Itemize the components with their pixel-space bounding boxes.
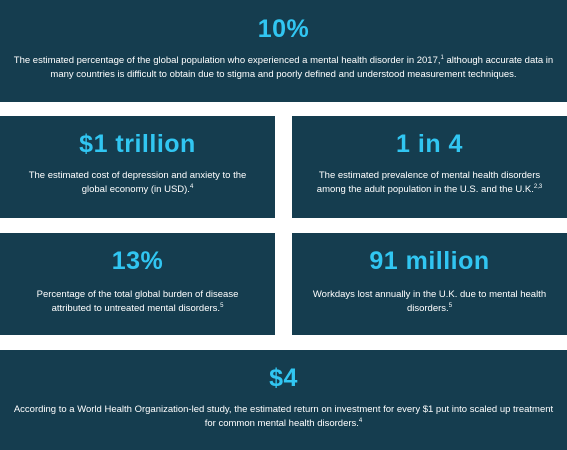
stat-card-return-on-investment: $4 According to a World Health Organizat… (0, 350, 567, 450)
stat-description-text: The estimated percentage of the global p… (13, 55, 441, 66)
footnote-ref: 5 (220, 303, 224, 309)
stat-card-global-prevalence: 10% The estimated percentage of the glob… (0, 0, 567, 102)
stat-description-text: The estimated cost of depression and anx… (28, 170, 247, 195)
stat-description: Workdays lost annually in the U.K. due t… (305, 288, 555, 316)
stat-description-text-continued: although accurate data in many countries… (50, 55, 554, 80)
stat-description-text: Percentage of the total global burden of… (36, 289, 239, 314)
footnote-ref: 4 (358, 418, 363, 424)
stat-value: 91 million (369, 247, 490, 275)
stat-value: $4 (269, 364, 298, 392)
stat-value: 1 in 4 (396, 130, 463, 158)
stat-description: The estimated prevalence of mental healt… (305, 169, 555, 197)
stat-description: The estimated percentage of the global p… (14, 54, 554, 82)
stat-value: 13% (111, 247, 164, 275)
stat-description: The estimated cost of depression and anx… (18, 169, 258, 197)
stat-description: Percentage of the total global burden of… (18, 288, 258, 316)
stat-card-adult-prevalence: 1 in 4 The estimated prevalence of menta… (292, 116, 567, 218)
stat-description-text: Workdays lost annually in the U.K. due t… (312, 289, 547, 314)
footnote-ref: 4 (189, 184, 194, 190)
stat-card-workdays-lost: 91 million Workdays lost annually in the… (292, 233, 567, 335)
footnote-ref: 2,3 (533, 184, 543, 190)
stat-card-economic-cost: $1 trillion The estimated cost of depres… (0, 116, 275, 218)
stat-value: $1 trillion (79, 130, 196, 158)
stat-description-text: According to a World Health Organization… (13, 404, 554, 429)
footnote-ref: 5 (448, 303, 453, 309)
stat-description-text: The estimated prevalence of mental healt… (316, 170, 541, 195)
stat-card-disease-burden: 13% Percentage of the total global burde… (0, 233, 275, 335)
stat-value: 10% (257, 15, 310, 43)
stat-description: According to a World Health Organization… (14, 403, 554, 431)
footnote-ref: 1 (440, 55, 444, 61)
